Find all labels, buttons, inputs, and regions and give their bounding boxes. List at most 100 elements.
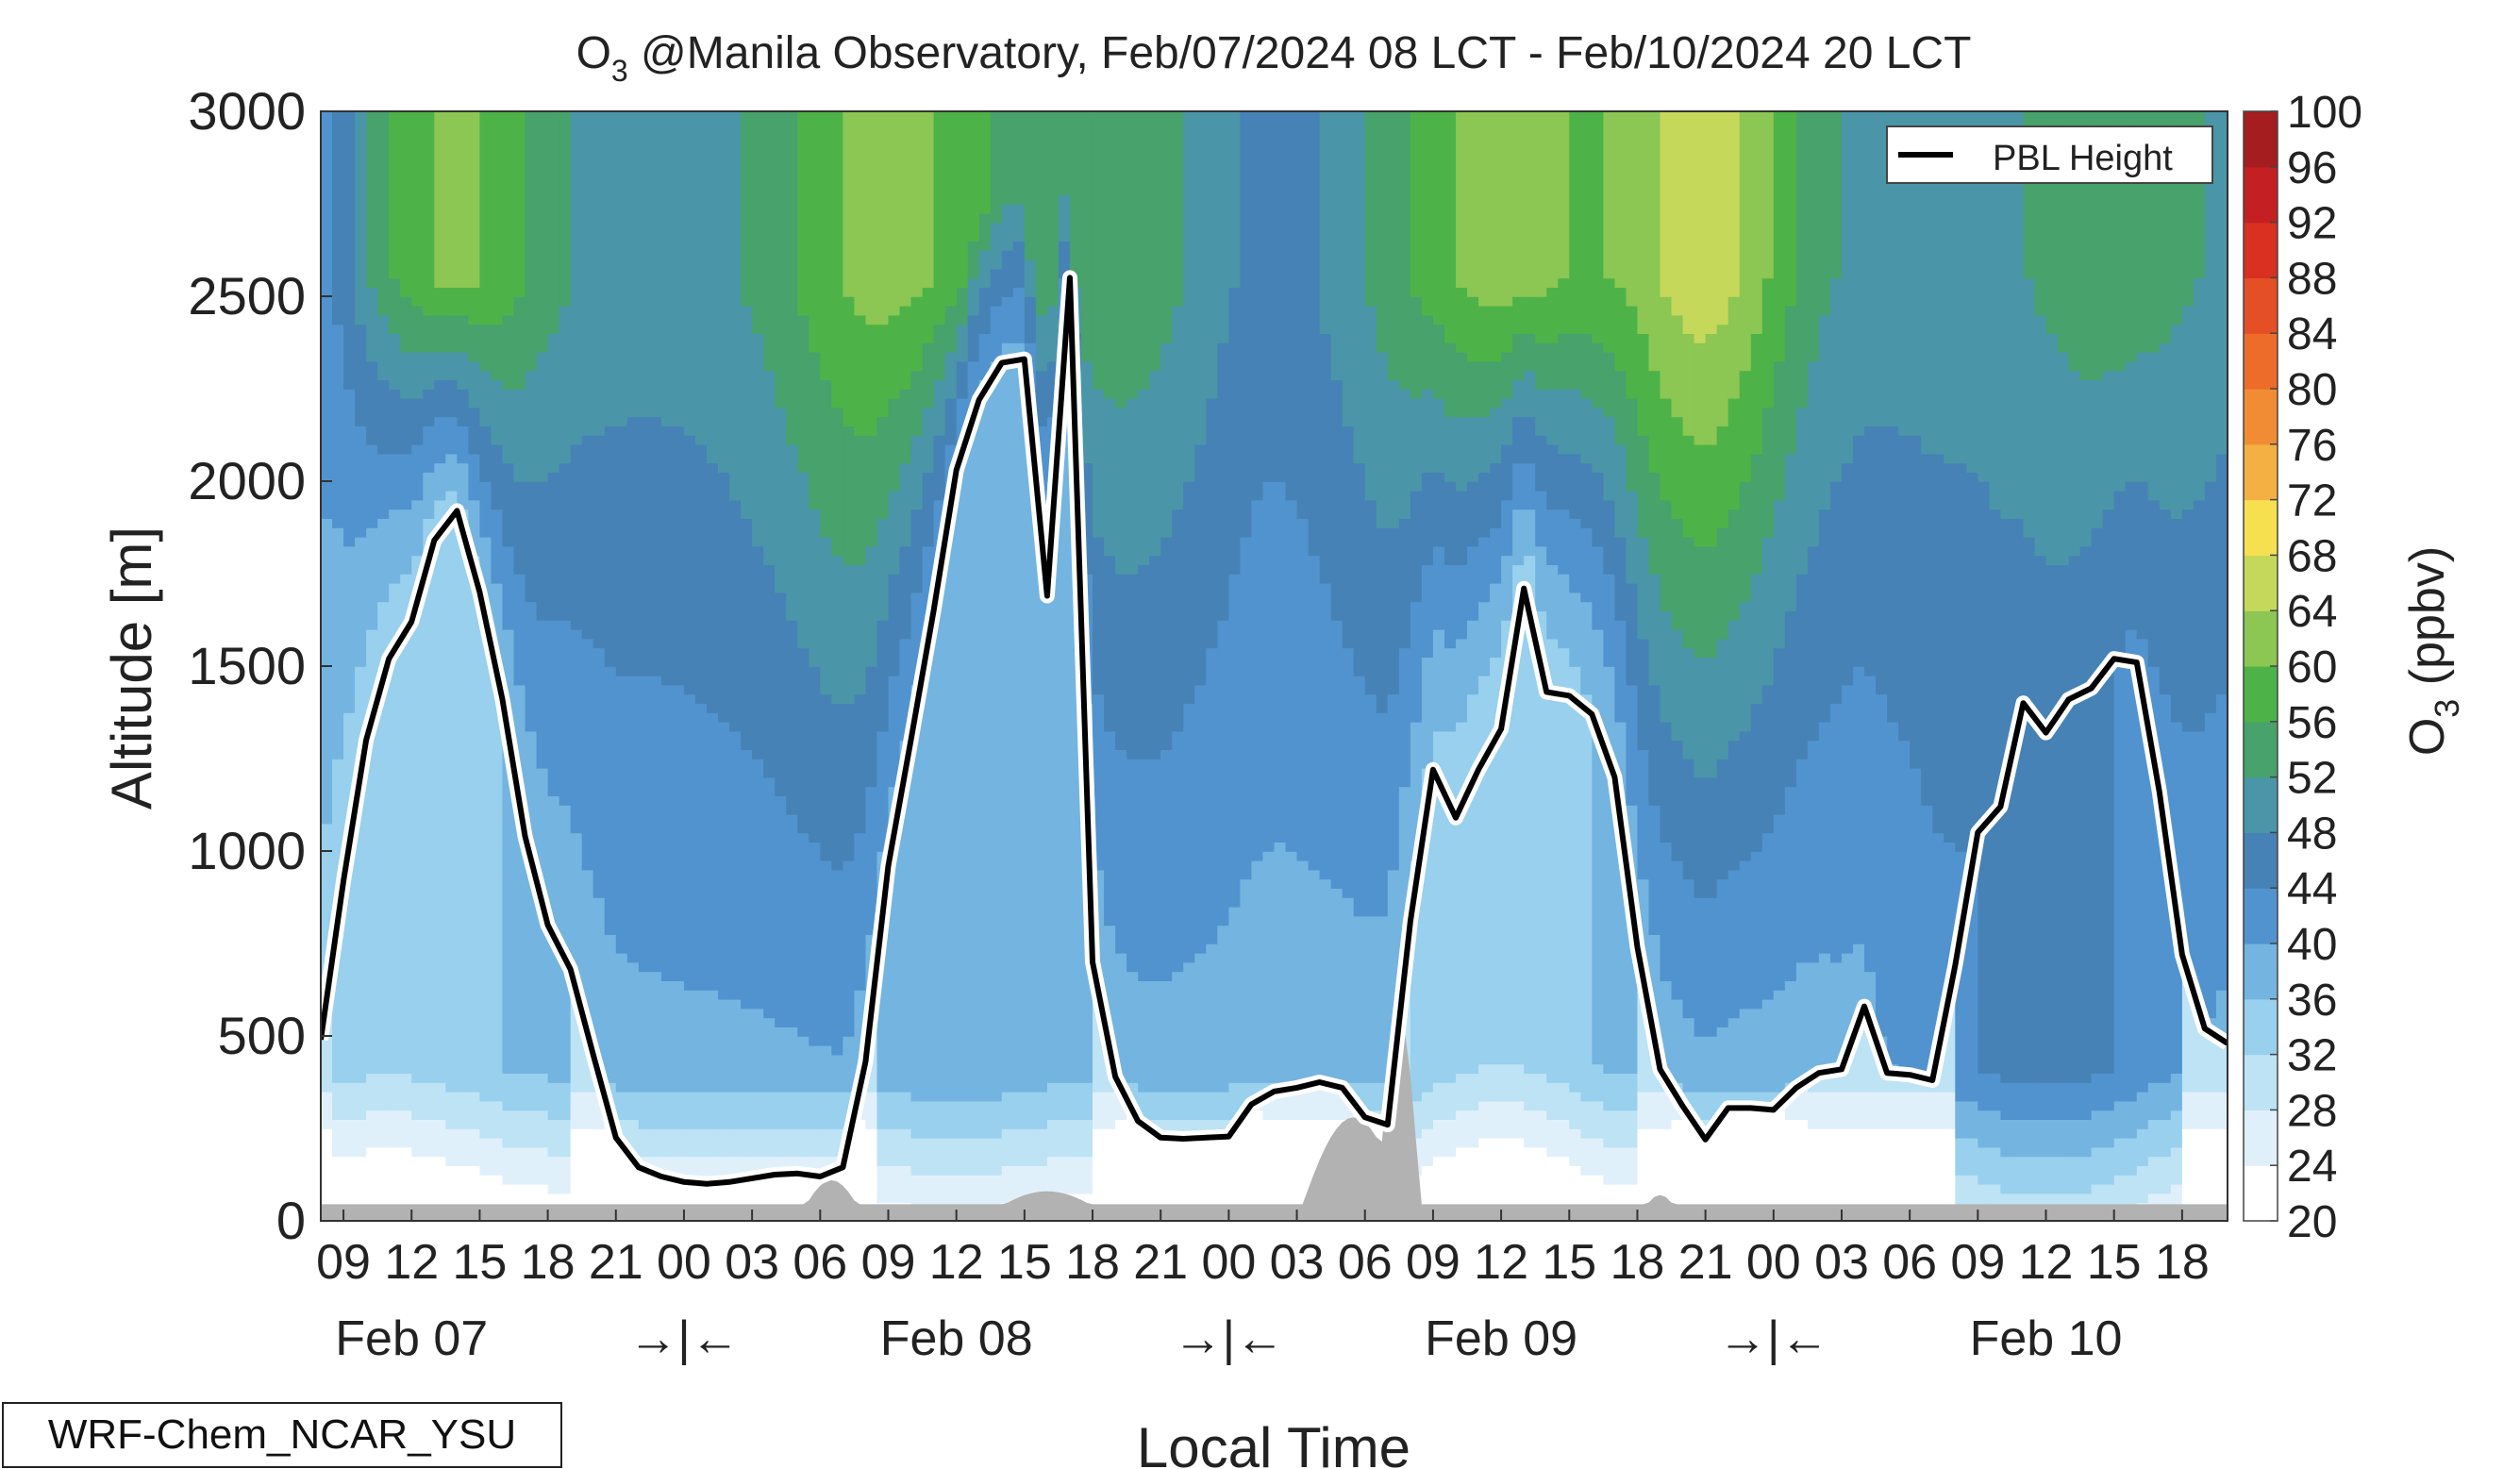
ozone-cell xyxy=(1194,1137,1208,1221)
ozone-cell xyxy=(967,1100,980,1139)
ozone-cell xyxy=(1421,389,1434,473)
ozone-cell xyxy=(899,1091,912,1129)
ozone-cell xyxy=(434,499,447,1083)
ozone-cell xyxy=(1093,1128,1105,1221)
ozone-cell xyxy=(775,111,788,409)
ozone-cell xyxy=(1501,397,1513,445)
ozone-cell xyxy=(978,379,992,1102)
ozone-cell xyxy=(1467,111,1479,297)
ozone-cell xyxy=(2102,509,2115,1074)
ozone-cell xyxy=(1546,638,1560,1083)
ozone-cell xyxy=(2091,1146,2104,1185)
ozone-cell xyxy=(729,1128,742,1158)
ozone-cell xyxy=(411,499,425,557)
ozone-cell xyxy=(1671,416,1684,519)
x-tick-label: 12 xyxy=(384,1235,439,1290)
ozone-cell xyxy=(1160,980,1174,1093)
ozone-cell xyxy=(1671,860,1684,1000)
ozone-cell xyxy=(457,1091,470,1129)
ozone-cell xyxy=(1614,443,1627,538)
ozone-cell xyxy=(707,1128,719,1158)
ozone-cell xyxy=(1387,379,1400,528)
ozone-cell xyxy=(910,370,924,436)
ozone-cell xyxy=(1172,509,1185,732)
ozone-cell xyxy=(2023,1082,2036,1120)
ozone-cell xyxy=(944,1175,958,1212)
ozone-cell xyxy=(1739,1008,1752,1093)
ozone-cell xyxy=(820,536,833,695)
ozone-cell xyxy=(1024,1128,1037,1166)
ozone-cell xyxy=(809,1044,822,1093)
ozone-cell xyxy=(1490,407,1502,464)
ozone-cell xyxy=(1058,1119,1071,1158)
ozone-cell xyxy=(763,111,776,372)
ozone-cell xyxy=(445,453,459,492)
ozone-cell xyxy=(672,1091,685,1129)
ozone-cell xyxy=(502,545,515,630)
ozone-cell xyxy=(377,1146,390,1221)
ozone-cell xyxy=(1126,1110,1139,1221)
ozone-cell xyxy=(513,296,526,390)
ozone-cell xyxy=(718,1128,730,1158)
y-tick-label: 1000 xyxy=(188,821,306,880)
ozone-cell xyxy=(343,1119,356,1158)
ozone-cell xyxy=(389,582,402,1074)
x-tick-label: 18 xyxy=(1065,1235,1120,1290)
ozone-cell xyxy=(1432,111,1445,326)
ozone-cell xyxy=(809,351,822,510)
ozone-cell xyxy=(400,509,413,575)
ozone-cell xyxy=(1694,111,1707,343)
colorbar-swatch xyxy=(2244,666,2278,723)
ozone-cell xyxy=(559,1119,572,1158)
ozone-cell xyxy=(1603,111,1616,279)
ozone-cell xyxy=(1603,277,1616,353)
ozone-cell xyxy=(1455,287,1468,353)
ozone-cell xyxy=(1126,397,1139,575)
ozone-cell xyxy=(1932,453,1945,834)
ozone-cell xyxy=(922,1137,935,1176)
ozone-cell xyxy=(321,1091,333,1129)
ozone-cell xyxy=(1580,1100,1594,1139)
ozone-cell xyxy=(366,1110,378,1148)
ozone-cell xyxy=(944,305,958,353)
ozone-cell xyxy=(2159,1156,2172,1194)
ozone-cell xyxy=(1716,1119,1729,1221)
ozone-cell xyxy=(1535,490,1548,547)
ozone-cell xyxy=(1330,111,1343,380)
ozone-cell xyxy=(502,1110,515,1148)
ozone-cell xyxy=(2113,1100,2127,1139)
ozone-cell xyxy=(2125,1100,2138,1139)
ozone-cell xyxy=(1648,574,1661,686)
ozone-cell xyxy=(1228,287,1242,575)
ozone-cell xyxy=(1194,952,1208,1093)
ozone-cell xyxy=(1637,111,1650,334)
ozone-cell xyxy=(615,1091,628,1120)
ozone-cell xyxy=(1194,443,1208,686)
ozone-cell xyxy=(1478,305,1491,362)
ozone-cell xyxy=(355,426,367,538)
ozone-cell xyxy=(831,555,844,704)
ozone-cell xyxy=(1727,1017,1741,1093)
ozone-cell xyxy=(694,443,708,704)
ozone-cell xyxy=(978,1175,992,1212)
ozone-cell xyxy=(933,379,946,436)
ozone-cell xyxy=(377,1110,390,1148)
ozone-cell xyxy=(491,675,504,1102)
ozone-cell xyxy=(2068,1156,2081,1194)
ozone-cell xyxy=(1637,536,1650,640)
ozone-cell xyxy=(1614,620,1627,723)
ozone-cell xyxy=(1478,1063,1491,1102)
colorbar-tick-label: 60 xyxy=(2287,643,2337,693)
night-marker: →|← xyxy=(1718,1311,1829,1366)
ozone-cell xyxy=(1614,370,1627,445)
ozone-cell xyxy=(1648,684,1661,806)
ozone-cell xyxy=(1614,1110,1627,1148)
ozone-cell xyxy=(1648,1091,1661,1129)
ozone-cell xyxy=(1829,1128,1843,1221)
ozone-cell xyxy=(967,241,980,279)
ozone-cell xyxy=(1682,759,1695,880)
ozone-cell xyxy=(1217,111,1230,343)
ozone-cell xyxy=(434,351,447,380)
ozone-cell xyxy=(1512,296,1525,334)
ozone-cell xyxy=(1444,111,1457,343)
